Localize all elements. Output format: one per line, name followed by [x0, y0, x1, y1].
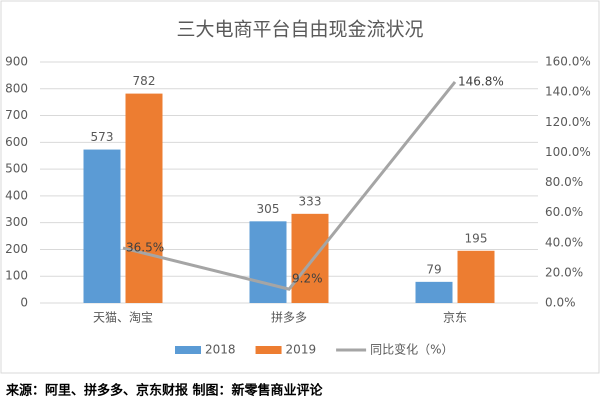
- y-tick-label: 900: [5, 55, 28, 69]
- y2-tick-label: 20.0%: [545, 265, 583, 279]
- bar: [291, 213, 329, 303]
- y-tick-label: 800: [5, 81, 28, 95]
- line-value-label: 9.2%: [292, 272, 323, 286]
- legend-label: 2018: [205, 343, 236, 357]
- bar-value-label: 573: [91, 130, 114, 144]
- legend-swatch: [175, 346, 201, 354]
- y-tick-label: 0: [20, 296, 28, 310]
- x-tick-label: 京东: [443, 311, 467, 325]
- bar: [83, 149, 121, 303]
- bar-value-label: 195: [465, 231, 488, 245]
- source-note: 来源：阿里、拼多多、京东财报 制图：新零售商业评论: [5, 383, 324, 399]
- line: [122, 80, 457, 291]
- legend-swatch: [255, 346, 282, 354]
- y-tick-label: 100: [5, 269, 28, 283]
- line-value-label: 36.5%: [126, 241, 164, 255]
- y-tick-label: 200: [5, 242, 28, 256]
- line-value-label: 146.8%: [458, 74, 504, 88]
- legend-label: 2019: [286, 343, 317, 357]
- y-tick-label: 300: [5, 215, 28, 229]
- bar: [415, 281, 453, 303]
- y2-tick-label: 160.0%: [545, 55, 591, 69]
- bar-value-label: 782: [133, 74, 156, 88]
- bar: [457, 250, 495, 303]
- y-tick-label: 700: [5, 108, 28, 122]
- y-tick-label: 600: [5, 135, 28, 149]
- y2-tick-label: 80.0%: [545, 175, 583, 189]
- x-tick-label: 拼多多: [271, 311, 307, 325]
- bar-value-label: 333: [299, 194, 322, 208]
- y-tick-label: 400: [5, 188, 28, 202]
- y2-tick-label: 100.0%: [545, 145, 591, 159]
- y2-tick-label: 120.0%: [545, 115, 591, 129]
- y2-tick-label: 60.0%: [545, 205, 583, 219]
- y2-tick-label: 40.0%: [545, 235, 583, 249]
- chart-title: 三大电商平台自由现金流状况: [176, 19, 423, 41]
- bar: [125, 93, 163, 303]
- legend-label: 同比变化（%）: [370, 342, 453, 357]
- y2-tick-label: 0.0%: [545, 296, 576, 310]
- y-tick-label: 500: [5, 162, 28, 176]
- x-tick-label: 天猫、淘宝: [93, 311, 153, 325]
- y2-tick-label: 140.0%: [545, 85, 591, 99]
- bar: [249, 221, 287, 303]
- bar-value-label: 79: [426, 262, 441, 276]
- bar-value-label: 305: [257, 202, 280, 216]
